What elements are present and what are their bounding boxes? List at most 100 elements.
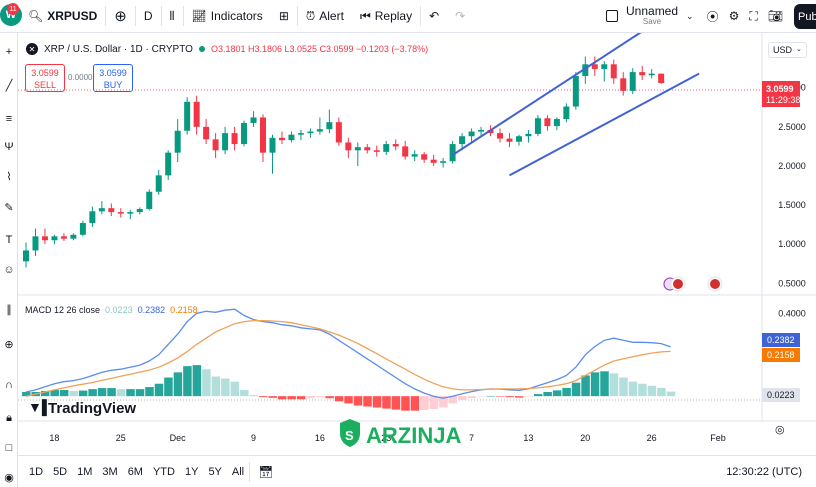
alert-button[interactable]: ⏰︎ Alert bbox=[298, 0, 352, 33]
ruler-icon[interactable]: ∥ bbox=[6, 304, 12, 316]
trend-line-icon[interactable]: ╱ bbox=[5, 80, 13, 92]
time-axis-tick: Dec bbox=[170, 433, 187, 443]
utc-clock[interactable]: 12:30:22 (UTC) bbox=[726, 465, 802, 478]
macd-histogram-bar bbox=[581, 375, 590, 397]
buy-button[interactable]: 3.0599 BUY bbox=[93, 64, 133, 92]
range-5y-button[interactable]: 5Y bbox=[208, 465, 222, 478]
range-1d-button[interactable]: 1D bbox=[29, 465, 44, 478]
lock-open-icon[interactable]: □ bbox=[5, 442, 13, 454]
macd-histogram-bar bbox=[135, 389, 145, 397]
gear-icon: ⚙︎ bbox=[728, 9, 740, 23]
undo-button[interactable]: ↶ bbox=[421, 0, 447, 33]
macd-histogram-bar bbox=[590, 372, 600, 397]
indicators-button[interactable]: 📈︎ Indicators bbox=[184, 0, 271, 33]
range-1m-button[interactable]: 1M bbox=[77, 465, 93, 478]
last-price-tag bbox=[762, 81, 800, 107]
range-6m-button[interactable]: 6M bbox=[127, 465, 143, 478]
macd-legend[interactable]: MACD 12 26 close 0.0223 0.2382 0.2158 bbox=[25, 305, 198, 315]
lock-icon[interactable]: 🔒︎ bbox=[6, 412, 12, 424]
macd-histogram-bar bbox=[145, 387, 154, 397]
price-axis-tick: 1.0000 bbox=[778, 239, 806, 249]
horizontal-lines-icon[interactable]: ≡ bbox=[5, 113, 13, 125]
candle-body bbox=[184, 101, 191, 131]
macd-histogram-bar bbox=[315, 396, 325, 398]
snapshot-button[interactable]: 📷︎ bbox=[763, 0, 788, 33]
time-axis-tick: 23 bbox=[381, 433, 391, 443]
time-axis-tick: 7 bbox=[469, 433, 474, 443]
macd-hist-value: 0.0223 bbox=[105, 305, 133, 315]
compare-button[interactable]: ⊕ bbox=[106, 0, 135, 33]
macd-histogram-bar bbox=[372, 396, 382, 408]
crosshair-icon[interactable]: + bbox=[5, 46, 13, 58]
ohlc-values: O3.1801 H3.1806 L3.0525 C3.0599 −0.1203 … bbox=[210, 44, 429, 54]
macd-histogram-bar bbox=[211, 376, 221, 397]
signal-line bbox=[25, 319, 671, 397]
indicators-label: Indicators bbox=[210, 9, 263, 23]
channel-lower-line[interactable] bbox=[509, 72, 700, 177]
sell-button[interactable]: 3.0599 SELL bbox=[25, 64, 65, 92]
candle-body bbox=[582, 64, 589, 77]
macd-signal-value: 0.2158 bbox=[170, 305, 198, 315]
candle-body bbox=[108, 208, 115, 213]
macd-histogram-bar bbox=[363, 396, 372, 407]
candle-body bbox=[60, 236, 67, 239]
macd-histogram-bar bbox=[154, 383, 164, 397]
chart-legend: ✕ XRP / U.S. Dollar · 1D · CRYPTO O3.180… bbox=[26, 43, 428, 55]
sell-price: 3.0599 bbox=[31, 68, 59, 78]
redo-button[interactable]: ↷ bbox=[447, 0, 473, 33]
time-axis-tick: 13 bbox=[523, 433, 533, 443]
brush-icon[interactable]: ✎ bbox=[4, 202, 14, 214]
candle-body bbox=[79, 223, 86, 235]
macd-histogram-bar bbox=[666, 391, 676, 397]
zoom-in-icon[interactable]: ⊕ bbox=[4, 339, 14, 351]
us-flag-icon bbox=[673, 279, 683, 289]
channel-upper-line[interactable] bbox=[452, 33, 643, 156]
candle-body bbox=[117, 212, 124, 214]
publish-button[interactable]: Pub bbox=[794, 4, 816, 29]
candle-body bbox=[610, 64, 617, 79]
candle-body bbox=[127, 212, 134, 214]
macd-histogram-bar bbox=[410, 396, 420, 411]
macd-line bbox=[25, 308, 671, 399]
interval-button[interactable]: D bbox=[136, 0, 161, 33]
buy-price: 3.0599 bbox=[99, 68, 127, 78]
emoji-icon[interactable]: ☺ bbox=[3, 264, 15, 276]
settings-gear-icon[interactable]: ◎ bbox=[775, 424, 785, 436]
layout-save-button[interactable]: Unnamed Save ⌄ bbox=[598, 0, 702, 33]
macd-histogram-bar bbox=[277, 396, 287, 400]
eye-icon[interactable]: ◉ bbox=[4, 472, 14, 484]
chart-type-button[interactable]: ⫴ bbox=[162, 0, 183, 33]
event-icons[interactable] bbox=[663, 276, 723, 292]
pattern-icon[interactable]: ⌇ bbox=[6, 171, 12, 183]
currency-selector[interactable]: USD ⌄ bbox=[768, 42, 807, 58]
calendar-icon[interactable]: 📅︎ bbox=[258, 464, 274, 479]
sell-label: SELL bbox=[33, 80, 57, 90]
symbol-title[interactable]: XRP / U.S. Dollar · 1D · CRYPTO bbox=[44, 43, 193, 55]
candle-body bbox=[411, 154, 418, 157]
replay-button[interactable]: ⏮︎ Replay bbox=[352, 0, 420, 33]
text-icon[interactable]: T bbox=[5, 234, 13, 246]
macd-histogram-bar bbox=[69, 390, 78, 397]
symbol-search-button[interactable]: 🔍︎ XRPUSD bbox=[20, 0, 105, 33]
fullscreen-button[interactable]: ⛶ bbox=[744, 0, 762, 33]
price-axis-tick: 1.5000 bbox=[778, 200, 806, 210]
candle-body bbox=[478, 129, 485, 132]
range-ytd-button[interactable]: YTD bbox=[152, 465, 175, 478]
range-3m-button[interactable]: 3M bbox=[102, 465, 118, 478]
templates-button[interactable]: ⊞ bbox=[271, 0, 297, 33]
magnet-icon[interactable]: ∩ bbox=[5, 379, 13, 391]
candle-body bbox=[544, 118, 551, 127]
range-5d-button[interactable]: 5D bbox=[53, 465, 68, 478]
macd-histogram-bar bbox=[287, 396, 296, 400]
settings-button[interactable]: ⚙︎ bbox=[724, 0, 745, 33]
range-1y-button[interactable]: 1Y bbox=[184, 465, 199, 478]
range-all-button[interactable]: All bbox=[231, 465, 245, 478]
top-toolbar: W 11 🔍︎ XRPUSD ⊕ D ⫴ 📈︎ Indicators ⊞ ⏰︎ … bbox=[0, 0, 816, 33]
interval-label: D bbox=[143, 9, 153, 23]
candle-body bbox=[89, 211, 96, 224]
macd-histogram-bar bbox=[638, 383, 647, 397]
quick-search-button[interactable]: ⦿ bbox=[702, 0, 724, 33]
macd-histogram-bar bbox=[524, 396, 533, 397]
pitchfork-icon[interactable]: Ψ bbox=[4, 141, 14, 153]
